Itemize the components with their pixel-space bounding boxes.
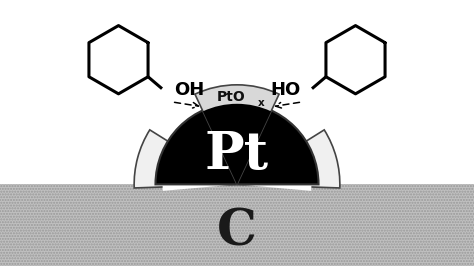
Text: x: x	[258, 98, 265, 108]
Text: C: C	[217, 207, 257, 256]
Wedge shape	[203, 104, 271, 184]
Text: HO: HO	[270, 81, 301, 99]
Wedge shape	[163, 142, 237, 191]
Wedge shape	[237, 130, 340, 188]
Text: OH: OH	[173, 81, 204, 99]
Bar	[0, 184, 474, 266]
Wedge shape	[155, 103, 319, 184]
Wedge shape	[195, 85, 279, 184]
Wedge shape	[134, 130, 237, 188]
Wedge shape	[237, 142, 311, 191]
Text: PtO: PtO	[217, 90, 246, 104]
Bar	[0, 184, 474, 266]
Text: Pt: Pt	[205, 129, 269, 180]
